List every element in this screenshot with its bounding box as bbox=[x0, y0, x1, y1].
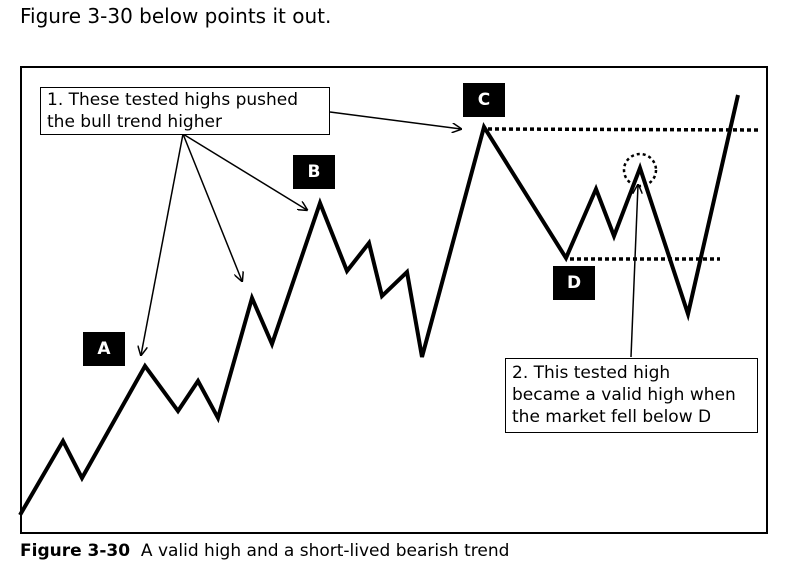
callout-valid-high: 2. This tested high became a valid high … bbox=[505, 358, 758, 433]
caption-number: Figure 3-30 bbox=[20, 541, 131, 561]
callout-valid-high-line-2: became a valid high when bbox=[512, 385, 736, 405]
level-line-c bbox=[487, 127, 761, 132]
arrow-to-b bbox=[182, 133, 307, 210]
arrow-to-c bbox=[329, 111, 461, 129]
intro-text: Figure 3-30 below points it out. bbox=[20, 4, 332, 28]
arrow-to-a bbox=[141, 133, 184, 355]
label-c: C bbox=[463, 83, 505, 117]
caption-text: A valid high and a short-lived bearish t… bbox=[140, 541, 510, 561]
label-d: D bbox=[553, 266, 595, 300]
callout-valid-high-line-3: the market fell below D bbox=[512, 407, 712, 427]
callout-tested-highs-line-2: the bull trend higher bbox=[47, 112, 222, 132]
label-b: B bbox=[293, 155, 335, 189]
callout-tested-highs: 1. These tested highs pushed the bull tr… bbox=[40, 87, 330, 135]
price-line bbox=[18, 94, 740, 517]
figure-caption: Figure 3-30 A valid high and a short-liv… bbox=[20, 541, 509, 561]
callout-valid-high-line-1: 2. This tested high bbox=[512, 363, 671, 383]
arrow-to-mid-high bbox=[182, 133, 242, 281]
arrow-to-tested-high bbox=[630, 185, 638, 358]
callout-tested-highs-line-1: 1. These tested highs pushed bbox=[47, 90, 299, 110]
figure-frame bbox=[20, 66, 768, 534]
label-a: A bbox=[83, 332, 125, 366]
